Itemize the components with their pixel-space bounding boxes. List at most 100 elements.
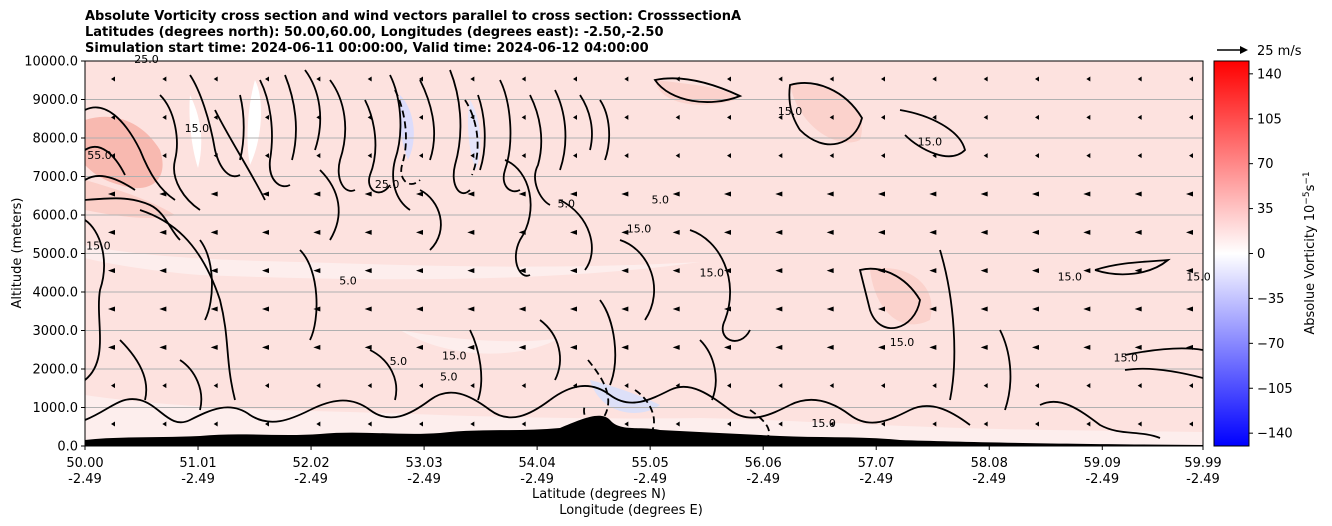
wind-arrow [775,191,783,197]
wind-arrow [313,229,321,235]
wind-arrow [1186,344,1193,350]
wind-arrow [724,229,731,235]
wind-arrow [775,268,783,274]
wind-arrow [111,383,115,389]
wind-arrow [1189,114,1193,120]
wind-arrow [1134,344,1142,350]
wind-arrow [470,76,475,82]
colorbar: 140 105 70 35 0 −35 −70 −105 −140 Absolue Vortic… [1213,60,1318,447]
wind-arrow [826,229,834,235]
wind-arrow [467,268,475,274]
y-tick-label: 8000.0 [33,132,79,147]
wind-arrow [521,76,526,82]
wind-arrow [878,191,885,197]
wind-arrow [675,421,680,427]
wind-arrow [1032,268,1039,274]
wind-arrow [367,421,372,427]
wind-arrow [624,153,629,159]
wind-arrow [573,114,577,120]
contour-label: 5.0 [557,197,575,210]
wind-arrow [878,229,885,235]
wind-arrow [1086,114,1091,120]
wind-arrow [1134,191,1142,197]
x-axis-label-longitude: Longitude (degrees E) [559,503,703,518]
wind-arrow [983,421,988,427]
y-tick-label: 10000.0 [24,55,78,70]
wind-arrow [727,76,731,82]
wind-arrow [621,268,629,274]
quiver-key-label: 25 m/s [1257,44,1302,59]
x-tick-label-lat: 55.05 [632,456,669,471]
wind-arrow [470,383,475,389]
wind-arrow [826,191,834,197]
wind-arrow [929,229,937,235]
wind-arrow [724,344,731,350]
wind-arrow [675,114,680,120]
chart-title-line-3: Simulation start time: 2024-06-11 00:00:… [85,41,649,56]
wind-arrow [1086,76,1091,82]
contour-label: 15.0 [699,267,724,280]
wind-arrow [826,306,834,312]
wind-arrow [1032,344,1039,350]
wind-arrow [210,191,218,197]
wind-arrow [108,268,115,274]
x-tick-label-lat: 52.02 [292,456,329,471]
wind-arrow [829,114,834,120]
wind-arrow [983,383,988,389]
x-tick-label-lat: 58.08 [971,456,1008,471]
wind-arrow [932,114,937,120]
wind-arrow [1032,229,1039,235]
wind-arrow [265,153,269,159]
wind-arrow [1086,153,1091,159]
wind-arrow [467,191,475,197]
x-tick-label-lon: -2.49 [633,472,667,487]
wind-arrow [724,268,731,274]
contour-label: 5.0 [651,193,669,206]
contour-label: 15.0 [1114,351,1139,364]
wind-arrow [829,153,834,159]
wind-arrow [621,344,629,350]
x-tick-label-lon: -2.49 [181,472,215,487]
x-tick-label-lat: 59.09 [1084,456,1121,471]
grid-lines [85,99,1203,408]
wind-arrow [1189,421,1193,427]
colorbar-tick-label: −70 [1257,337,1284,352]
wind-arrow [672,191,680,197]
wind-arrow [467,306,475,312]
wind-arrow [573,383,577,389]
x-tick-label-lon: -2.49 [407,472,441,487]
wind-arrow [521,114,526,120]
contour-label: 15.0 [811,417,836,430]
y-tick-label: 5000.0 [33,247,79,262]
wind-arrow [518,306,526,312]
wind-arrow [1186,268,1193,274]
wind-arrow [367,383,372,389]
x-tick-label-lon: -2.49 [68,472,102,487]
wind-arrow [1189,76,1193,82]
colorbar-tick-label: 0 [1257,247,1265,262]
wind-arrow [881,383,885,389]
wind-arrow [1134,229,1142,235]
wind-arrow [367,114,372,120]
contour-label: 25.0 [375,178,400,191]
wind-arrow [1137,114,1142,120]
wind-arrow [570,229,577,235]
x-tick-label-lat: 54.04 [519,456,556,471]
wind-arrow [364,268,372,274]
y-tick-label: 6000.0 [33,209,79,224]
wind-arrow [980,229,988,235]
wind-arrow [724,191,731,197]
x-axis: 50.00-2.4951.01-2.4952.02-2.4953.03-2.49… [66,446,1222,487]
wind-arrow [518,229,526,235]
wind-arrow [980,191,988,197]
wind-arrow [364,344,372,350]
wind-arrow [265,383,269,389]
wind-arrow [881,76,885,82]
wind-arrow [778,76,783,82]
wind-arrow [1186,191,1193,197]
wind-arrow [416,268,423,274]
x-tick-label-lon: -2.49 [746,472,780,487]
wind-arrow [621,229,629,235]
x-tick-label-lon: -2.49 [294,472,328,487]
